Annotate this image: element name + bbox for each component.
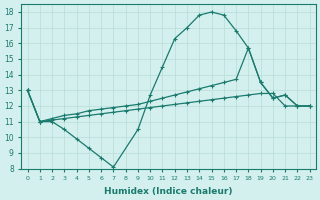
X-axis label: Humidex (Indice chaleur): Humidex (Indice chaleur)	[104, 187, 233, 196]
